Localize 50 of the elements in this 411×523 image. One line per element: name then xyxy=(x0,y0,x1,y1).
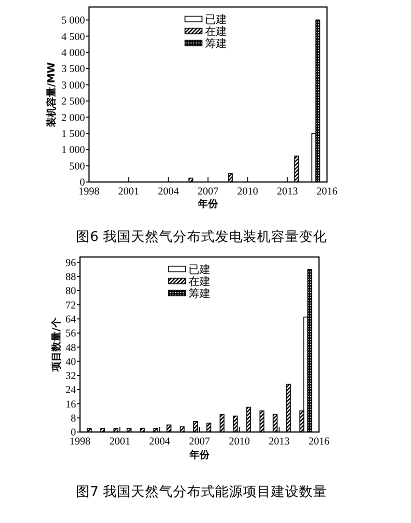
text: 图6 我国天然气分布式发电装机容量变化 xyxy=(76,229,327,245)
y-tick-label: 2 000 xyxy=(61,112,85,124)
x-tick-label: 2013 xyxy=(268,436,290,448)
y-tick-label: 48 xyxy=(66,342,76,354)
legend-label: 已建 xyxy=(188,263,210,276)
x-axis-title: 年份 xyxy=(188,449,210,461)
y-tick-label: 88 xyxy=(66,272,76,284)
y-tick-label: 96 xyxy=(66,258,76,269)
y-tick-label: 8 xyxy=(70,413,76,424)
legend-label: 在建 xyxy=(188,275,210,288)
x-tick-label: 1998 xyxy=(70,436,90,448)
x-tick-label: 2013 xyxy=(276,186,298,198)
y-tick-label: 24 xyxy=(66,385,77,396)
x-tick-label: 2010 xyxy=(237,186,258,198)
y-tick-label: 5 000 xyxy=(61,16,85,27)
x-tick-label: 2001 xyxy=(118,186,140,198)
legend-label: 筹建 xyxy=(205,37,227,50)
x-axis-title: 年份 xyxy=(197,198,219,210)
y-tick-label: 72 xyxy=(66,300,76,312)
y-tick-label: 56 xyxy=(66,328,76,340)
y-tick-label: 2 500 xyxy=(61,96,85,108)
x-tick-label: 1998 xyxy=(78,186,100,198)
legend-label: 已建 xyxy=(205,13,227,26)
y-tick-label: 0 xyxy=(70,428,76,439)
y-tick-label: 32 xyxy=(66,371,76,382)
x-tick-label: 2016 xyxy=(316,186,338,198)
legend-label: 在建 xyxy=(205,25,227,38)
x-tick-label: 2001 xyxy=(109,436,130,448)
y-axis-title: 装机容量/MW xyxy=(46,62,58,128)
x-tick-label: 2010 xyxy=(228,436,250,448)
y-tick-label: 0 xyxy=(80,178,85,189)
y-tick-label: 4 000 xyxy=(61,48,85,59)
x-tick-label: 2007 xyxy=(198,186,218,198)
x-tick-label: 2004 xyxy=(158,186,180,198)
y-tick-label: 1 000 xyxy=(61,145,85,156)
y-tick-label: 3 500 xyxy=(61,64,85,76)
x-tick-label: 2007 xyxy=(189,436,210,448)
y-tick-label: 500 xyxy=(69,161,85,172)
y-axis-title: 项目数量/个 xyxy=(50,316,62,372)
legend-label: 筹建 xyxy=(188,287,210,300)
y-tick-label: 40 xyxy=(66,356,76,368)
y-tick-label: 64 xyxy=(66,314,77,326)
y-tick-label: 3 000 xyxy=(61,80,85,92)
y-tick-label: 16 xyxy=(66,399,76,410)
x-tick-label: 2004 xyxy=(149,436,171,448)
y-tick-label: 4 500 xyxy=(61,32,85,43)
text: 图7 我国天然气分布式能源项目建设数量 xyxy=(76,484,327,500)
y-tick-label: 80 xyxy=(66,286,76,298)
y-tick-label: 1 500 xyxy=(61,128,85,140)
x-tick-label: 2016 xyxy=(308,436,330,448)
